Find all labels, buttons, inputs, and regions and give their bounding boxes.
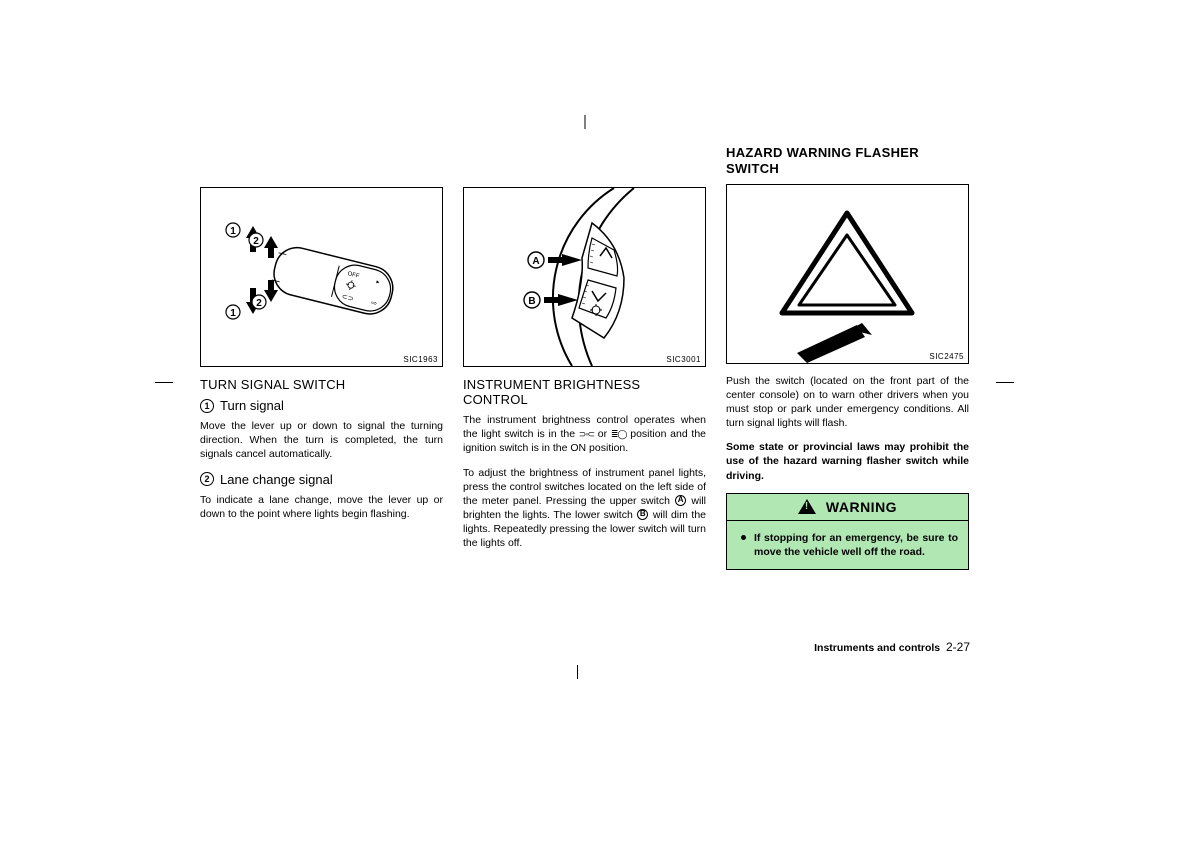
warning-box: WARNING If stopping for an emergency, be…	[726, 493, 969, 570]
page-footer: Instruments and controls 2-27	[814, 640, 970, 654]
body-text-bold: Some state or provincial laws may prohib…	[726, 440, 969, 483]
crop-mark-right	[996, 382, 1014, 383]
main-heading: HAZARD WARNING FLASHER SWITCH	[726, 145, 969, 178]
figure-turn-signal: OFF ⊂⊃ ▸ ⇨	[200, 187, 443, 367]
column-1: OFF ⊂⊃ ▸ ⇨	[200, 145, 443, 570]
warning-triangle-icon	[798, 499, 816, 514]
headlight-icon: ≣◯	[611, 428, 627, 440]
warning-label: WARNING	[826, 499, 897, 515]
content-columns: OFF ⊂⊃ ▸ ⇨	[200, 145, 970, 570]
item-lane-change: 2 Lane change signal	[200, 472, 443, 487]
section-heading: INSTRUMENT BRIGHTNESS CONTROL	[463, 377, 706, 407]
turn-signal-diagram: OFF ⊂⊃ ▸ ⇨	[201, 188, 442, 366]
circled-b-icon: B	[637, 509, 648, 520]
warning-body: If stopping for an emergency, be sure to…	[727, 521, 968, 569]
body-text: To indicate a lane change, move the leve…	[200, 493, 443, 521]
footer-section: Instruments and controls	[814, 642, 940, 654]
body-text: Push the switch (located on the front pa…	[726, 374, 969, 431]
circled-2-icon: 2	[200, 472, 214, 486]
figure-brightness: A B SIC3001	[463, 187, 706, 367]
manual-page: OFF ⊂⊃ ▸ ⇨	[200, 145, 970, 570]
figure-id: SIC1963	[403, 355, 438, 364]
column-2: A B SIC3001 INSTRUMENT BRIGHTNESS CONTRO…	[463, 145, 706, 570]
text-fragment: To adjust the brightness of instrument p…	[463, 467, 706, 507]
item-label: Lane change signal	[220, 472, 333, 487]
bullet-icon	[741, 535, 746, 540]
body-text: The instrument brightness control operat…	[463, 413, 706, 456]
footer-page: 2-27	[946, 640, 970, 654]
crop-mark-top	[585, 115, 586, 129]
body-text: Move the lever up or down to signal the …	[200, 419, 443, 462]
svg-text:2: 2	[256, 298, 262, 309]
svg-text:1: 1	[230, 308, 236, 319]
item-turn-signal: 1 Turn signal	[200, 398, 443, 413]
main-heading-wrapper: HAZARD WARNING FLASHER SWITCH	[726, 145, 969, 178]
warning-text: If stopping for an emergency, be sure to…	[754, 531, 958, 559]
hazard-diagram	[727, 185, 968, 363]
brightness-diagram: A B	[464, 188, 705, 366]
text-fragment: or	[594, 428, 611, 440]
figure-id: SIC3001	[666, 355, 701, 364]
svg-text:1: 1	[230, 226, 236, 237]
warning-header: WARNING	[727, 494, 968, 521]
item-label: Turn signal	[220, 398, 284, 413]
figure-id: SIC2475	[929, 352, 964, 361]
circled-1-icon: 1	[200, 399, 214, 413]
svg-text:2: 2	[253, 236, 259, 247]
figure-hazard: SIC2475	[726, 184, 969, 364]
crop-mark-bottom	[577, 665, 578, 679]
svg-text:B: B	[528, 296, 535, 307]
body-text: To adjust the brightness of instrument p…	[463, 466, 706, 551]
crop-mark-left	[155, 382, 173, 383]
circled-a-icon: A	[675, 495, 686, 506]
svg-text:A: A	[532, 256, 539, 267]
column-3: HAZARD WARNING FLASHER SWITCH SIC2475 Pu…	[726, 145, 969, 570]
section-heading: TURN SIGNAL SWITCH	[200, 377, 443, 392]
parking-light-icon: ⊃◦⊂	[579, 428, 594, 440]
